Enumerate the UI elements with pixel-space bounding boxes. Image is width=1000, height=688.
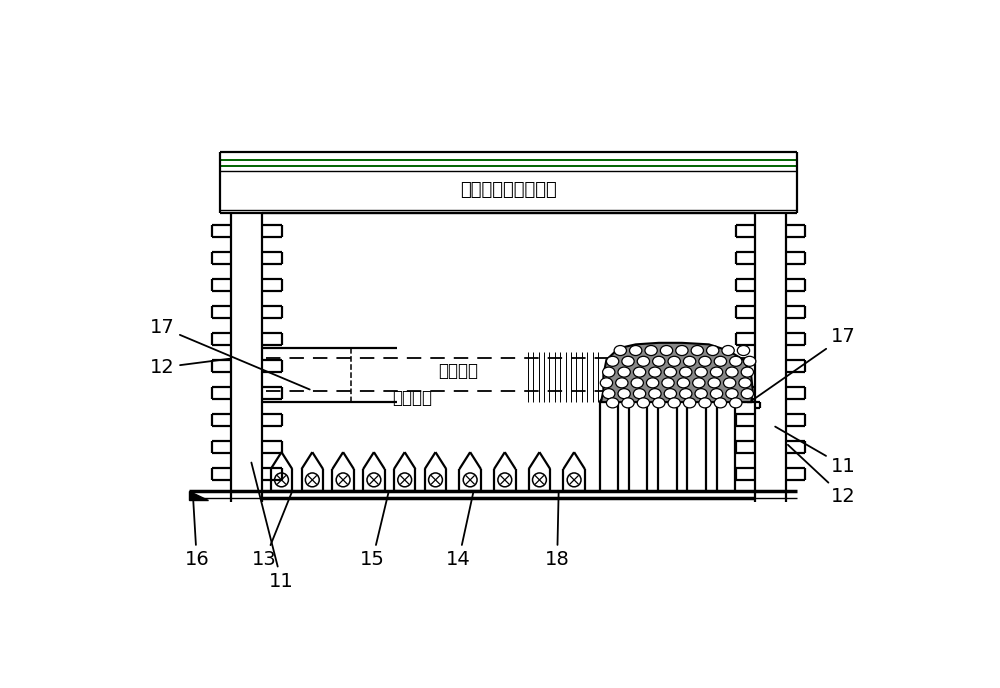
Ellipse shape <box>744 356 756 366</box>
Ellipse shape <box>630 345 642 356</box>
Ellipse shape <box>631 378 643 388</box>
Ellipse shape <box>695 389 707 398</box>
Ellipse shape <box>622 398 634 408</box>
Ellipse shape <box>664 367 677 377</box>
Text: 11: 11 <box>775 427 856 475</box>
Ellipse shape <box>618 389 630 398</box>
Ellipse shape <box>680 389 692 398</box>
Text: 第二分层: 第二分层 <box>439 363 479 380</box>
Ellipse shape <box>660 345 673 356</box>
Ellipse shape <box>722 345 734 356</box>
Ellipse shape <box>699 398 711 408</box>
Ellipse shape <box>633 367 646 377</box>
Ellipse shape <box>653 356 665 366</box>
Text: 12: 12 <box>150 358 231 377</box>
Ellipse shape <box>730 398 742 408</box>
Ellipse shape <box>737 345 750 356</box>
Ellipse shape <box>707 345 719 356</box>
Text: 15: 15 <box>360 492 389 570</box>
Ellipse shape <box>633 389 646 398</box>
Ellipse shape <box>714 398 727 408</box>
Ellipse shape <box>622 356 634 366</box>
Ellipse shape <box>683 398 696 408</box>
Ellipse shape <box>741 367 754 377</box>
Polygon shape <box>601 343 753 402</box>
Ellipse shape <box>714 356 727 366</box>
Ellipse shape <box>676 345 688 356</box>
Ellipse shape <box>653 398 665 408</box>
Ellipse shape <box>637 356 650 366</box>
Text: 14: 14 <box>446 492 473 570</box>
Ellipse shape <box>726 389 738 398</box>
Ellipse shape <box>741 389 754 398</box>
Ellipse shape <box>614 345 626 356</box>
Ellipse shape <box>730 356 742 366</box>
Text: 18: 18 <box>545 492 570 570</box>
Ellipse shape <box>683 356 696 366</box>
Text: 11: 11 <box>251 462 294 591</box>
Ellipse shape <box>637 398 650 408</box>
Ellipse shape <box>662 378 674 388</box>
Ellipse shape <box>649 367 661 377</box>
Ellipse shape <box>668 398 680 408</box>
Ellipse shape <box>723 378 736 388</box>
Ellipse shape <box>606 398 619 408</box>
Text: 17: 17 <box>752 327 856 400</box>
Ellipse shape <box>618 367 630 377</box>
Ellipse shape <box>710 389 723 398</box>
Text: 16: 16 <box>184 498 209 570</box>
Ellipse shape <box>708 378 720 388</box>
Ellipse shape <box>603 367 615 377</box>
Ellipse shape <box>680 367 692 377</box>
Text: 上阶段出矿联络巷道: 上阶段出矿联络巷道 <box>460 182 557 200</box>
Ellipse shape <box>606 356 619 366</box>
Ellipse shape <box>649 389 661 398</box>
Text: 13: 13 <box>252 492 292 570</box>
Polygon shape <box>189 491 208 500</box>
Ellipse shape <box>668 356 680 366</box>
Ellipse shape <box>710 367 723 377</box>
Ellipse shape <box>616 378 628 388</box>
Ellipse shape <box>691 345 703 356</box>
Ellipse shape <box>739 378 751 388</box>
Ellipse shape <box>726 367 738 377</box>
Text: 17: 17 <box>150 318 310 389</box>
Ellipse shape <box>664 389 677 398</box>
Text: 12: 12 <box>788 445 856 506</box>
Ellipse shape <box>695 367 707 377</box>
Ellipse shape <box>600 378 613 388</box>
Ellipse shape <box>699 356 711 366</box>
Ellipse shape <box>693 378 705 388</box>
Ellipse shape <box>646 378 659 388</box>
Text: 第一分层: 第一分层 <box>392 389 432 407</box>
Ellipse shape <box>645 345 657 356</box>
Ellipse shape <box>677 378 690 388</box>
Ellipse shape <box>603 389 615 398</box>
